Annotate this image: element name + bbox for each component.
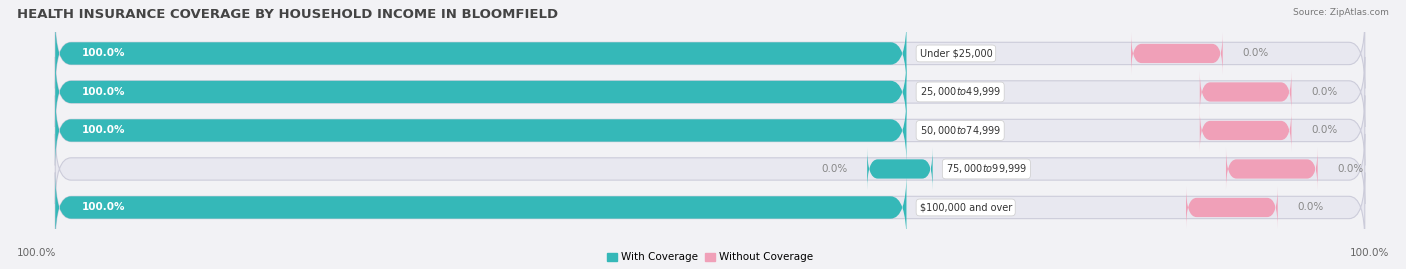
Text: 100.0%: 100.0% [17, 248, 56, 258]
FancyBboxPatch shape [55, 172, 1365, 243]
FancyBboxPatch shape [1226, 148, 1317, 190]
Text: 0.0%: 0.0% [1312, 125, 1337, 136]
FancyBboxPatch shape [55, 95, 1365, 165]
FancyBboxPatch shape [55, 18, 907, 89]
Text: $75,000 to $99,999: $75,000 to $99,999 [946, 162, 1026, 175]
Text: 100.0%: 100.0% [82, 87, 125, 97]
FancyBboxPatch shape [55, 18, 1365, 89]
Text: $25,000 to $49,999: $25,000 to $49,999 [920, 86, 1001, 98]
Text: 100.0%: 100.0% [82, 125, 125, 136]
FancyBboxPatch shape [1130, 32, 1223, 75]
FancyBboxPatch shape [55, 134, 1365, 204]
Text: 0.0%: 0.0% [821, 164, 848, 174]
Text: $100,000 and over: $100,000 and over [920, 203, 1012, 213]
Legend: With Coverage, Without Coverage: With Coverage, Without Coverage [603, 248, 817, 267]
FancyBboxPatch shape [55, 57, 907, 127]
Text: 0.0%: 0.0% [1312, 87, 1337, 97]
Text: 0.0%: 0.0% [1337, 164, 1364, 174]
Text: 0.0%: 0.0% [1243, 48, 1268, 58]
Text: 100.0%: 100.0% [1350, 248, 1389, 258]
FancyBboxPatch shape [55, 172, 907, 243]
Text: Under $25,000: Under $25,000 [920, 48, 993, 58]
Text: 0.0%: 0.0% [1298, 203, 1323, 213]
Text: 100.0%: 100.0% [82, 48, 125, 58]
FancyBboxPatch shape [1199, 109, 1292, 152]
Text: 100.0%: 100.0% [82, 203, 125, 213]
FancyBboxPatch shape [55, 95, 907, 165]
FancyBboxPatch shape [1187, 186, 1278, 229]
FancyBboxPatch shape [55, 57, 1365, 127]
Text: Source: ZipAtlas.com: Source: ZipAtlas.com [1294, 8, 1389, 17]
FancyBboxPatch shape [1199, 71, 1292, 113]
FancyBboxPatch shape [868, 148, 932, 190]
Text: HEALTH INSURANCE COVERAGE BY HOUSEHOLD INCOME IN BLOOMFIELD: HEALTH INSURANCE COVERAGE BY HOUSEHOLD I… [17, 8, 558, 21]
Text: $50,000 to $74,999: $50,000 to $74,999 [920, 124, 1001, 137]
